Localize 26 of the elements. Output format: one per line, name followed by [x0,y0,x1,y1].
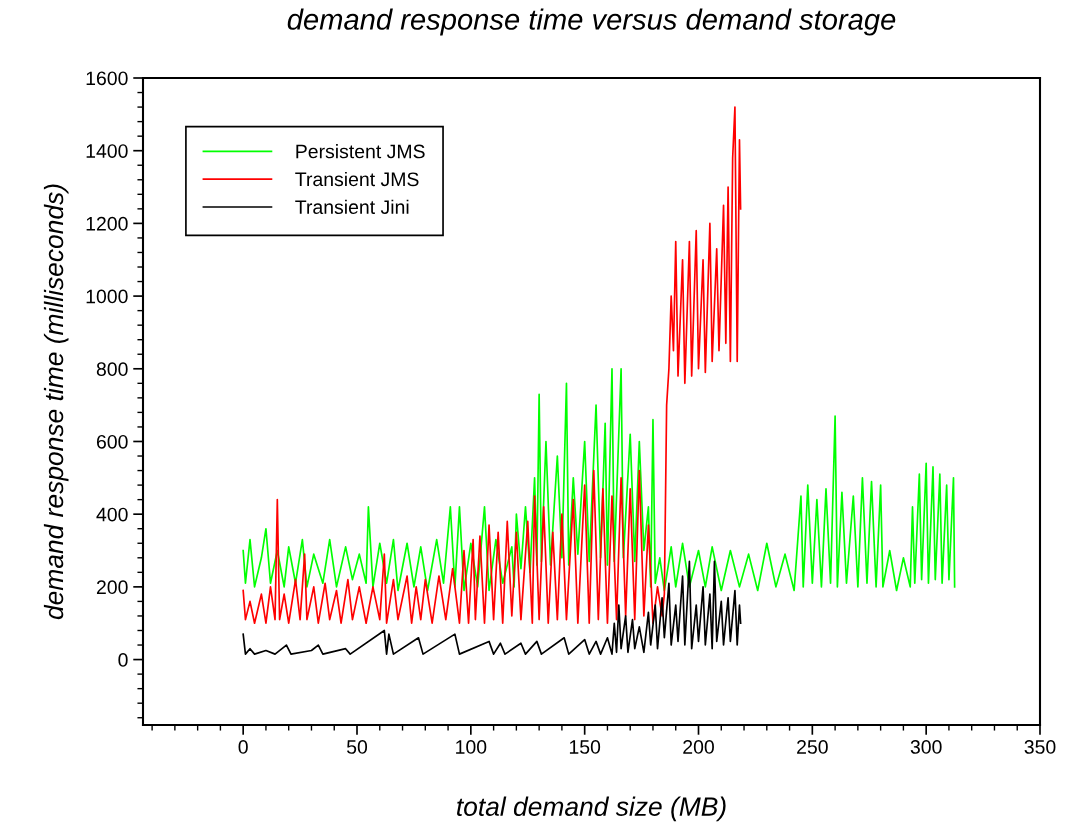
legend-label: Transient Jini [295,199,409,215]
x-tick-label: 350 [1024,740,1056,754]
x-tick-label: 250 [797,740,828,754]
chart-title: demand response time versus demand storage [287,8,896,36]
x-tick-label: 300 [910,740,942,754]
x-axis-title: total demand size (MB) [457,796,726,822]
y-tick-label: 1600 [86,71,128,86]
y-tick-label: 1400 [86,144,128,158]
x-tick-label: 0 [238,740,248,754]
y-tick-label: 800 [96,362,128,377]
legend-label: Transient JMS [295,171,419,187]
x-tick-label: 50 [346,740,368,754]
y-tick-label: 400 [96,507,128,522]
x-tick-label: 200 [683,740,714,754]
x-tick-label: 100 [456,740,487,754]
line-series [242,367,956,592]
y-tick-label: 200 [96,580,128,595]
y-axis-title: demand response time (milliseconds) [43,184,69,620]
y-tick-label: 1000 [86,289,128,304]
x-tick-label: 150 [569,740,601,754]
y-tick-label: 0 [118,653,128,667]
line-series [242,106,742,625]
y-tick-label: 600 [96,434,128,449]
legend-label: Persistent JMS [296,144,425,159]
y-tick-label: 1200 [86,216,128,231]
line-series [242,560,742,655]
